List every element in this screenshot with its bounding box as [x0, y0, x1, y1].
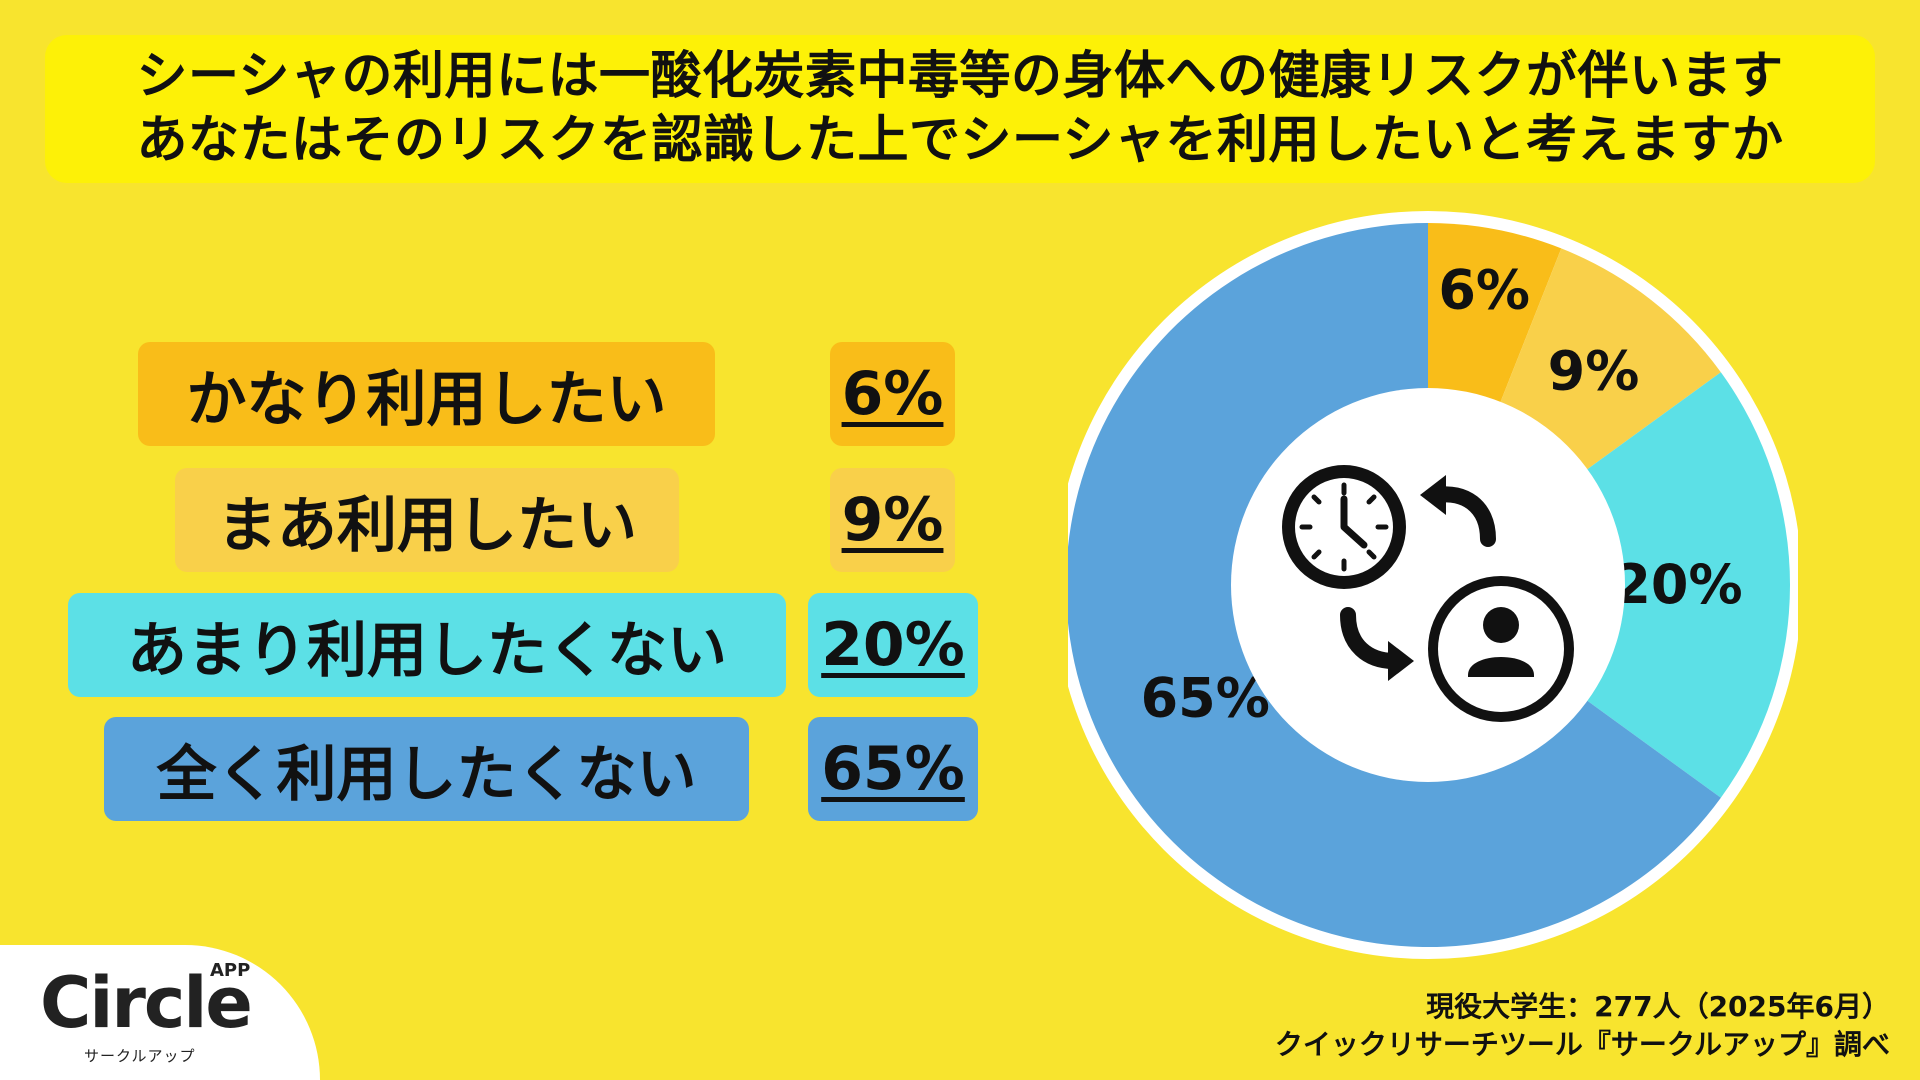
logo-kana: サークルアップ [84, 1047, 196, 1065]
donut-hole [1231, 388, 1625, 782]
source-line-1: 現役大学生：277人（2025年6月） [1426, 990, 1890, 1023]
logo-brand: Circle [40, 962, 253, 1044]
legend-label-3: あまり利用したくない [68, 593, 786, 697]
pie-label-3: 20% [1613, 553, 1742, 616]
arrow-curve-right-icon [1340, 607, 1414, 681]
pie-label-4: 65% [1141, 666, 1270, 729]
title-line-1: シーシャの利用には一酸化炭素中毒等の身体への健康リスクが伴います [136, 47, 1784, 106]
legend-value-2: 9% [830, 468, 955, 572]
pie-label-2: 9% [1548, 340, 1640, 403]
legend-label-4: 全く利用したくない [104, 717, 749, 821]
legend-label-2: まあ利用したい [175, 468, 679, 572]
legend-row-1: かなり利用したい 6% [0, 342, 1000, 446]
legend-value-1: 6% [830, 342, 955, 446]
logo-app-label: APP [210, 960, 251, 981]
clock-icon [1282, 465, 1406, 589]
source-line-2: クイックリサーチツール『サークルアップ』調べ [1274, 1028, 1890, 1061]
title-box: シーシャの利用には一酸化炭素中毒等の身体への健康リスクが伴います あなたはそのリ… [45, 35, 1875, 183]
legend-row-4: 全く利用したくない 65% [0, 717, 1000, 821]
legend-value-3: 20% [808, 593, 978, 697]
clock-person-cycle-icon [1282, 465, 1574, 722]
legend-row-2: まあ利用したい 9% [0, 468, 1000, 572]
donut-svg: 6% 9% 20% 65% [1068, 211, 1798, 959]
legend-value-4: 65% [808, 717, 978, 821]
arrow-curve-left-icon [1420, 475, 1496, 547]
pie-label-1: 6% [1438, 258, 1530, 321]
title-line-2: あなたはそのリスクを認識した上でシーシャを利用したいと考えますか [136, 111, 1784, 170]
legend-label-1: かなり利用したい [138, 342, 715, 446]
donut-chart: 6% 9% 20% 65% [1068, 205, 1798, 965]
source-note: 現役大学生：277人（2025年6月） クイックリサーチツール『サークルアップ』… [1275, 988, 1890, 1064]
person-icon [1428, 576, 1574, 722]
legend-row-3: あまり利用したくない 20% [0, 593, 1000, 697]
